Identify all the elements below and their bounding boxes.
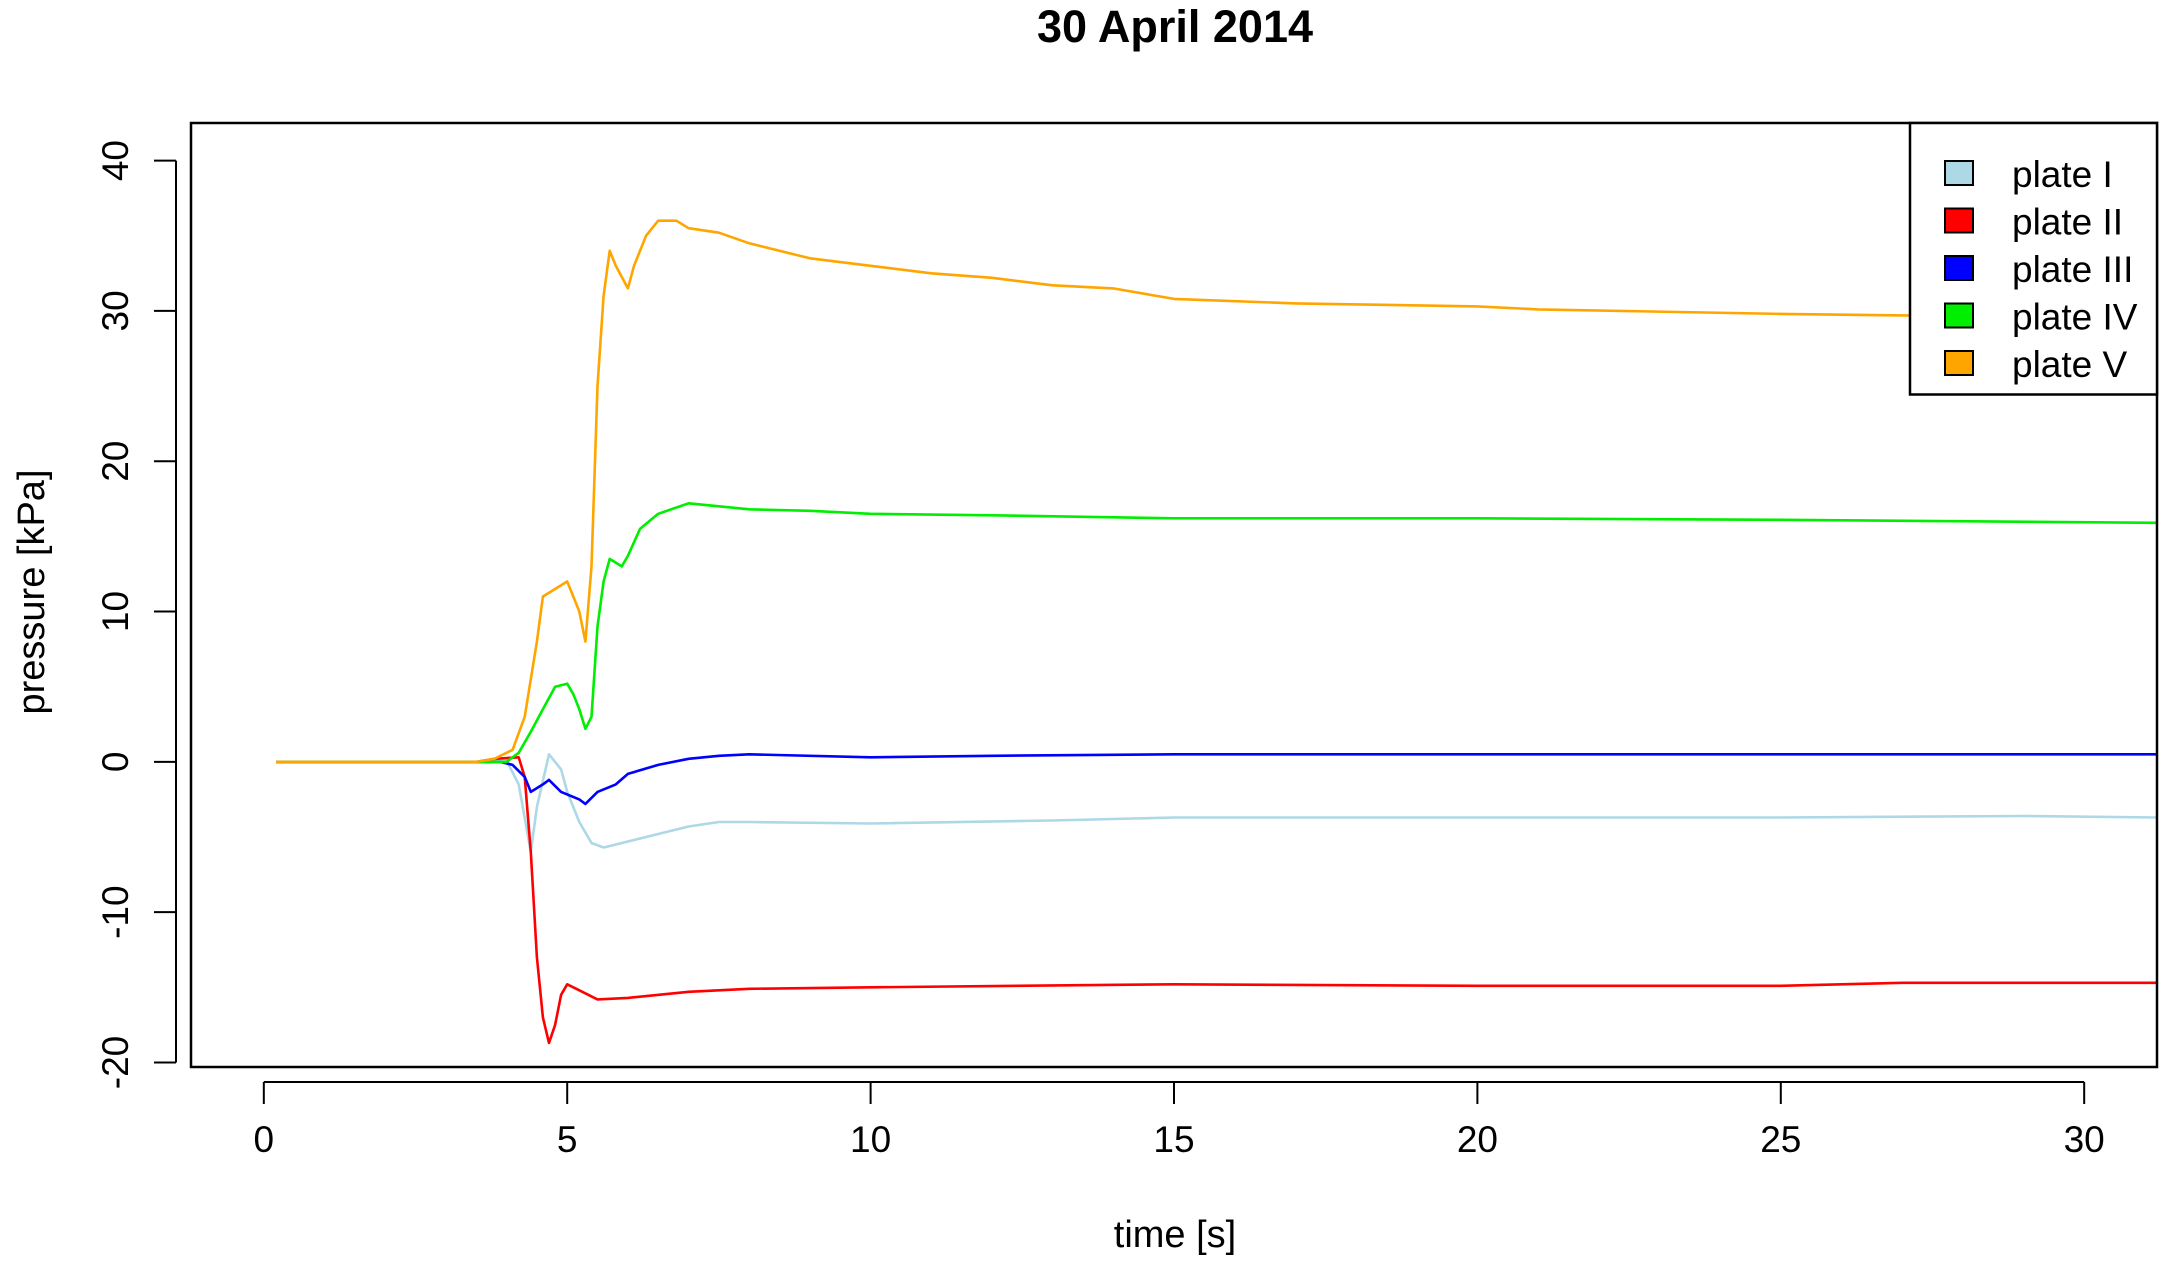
legend-label: plate V: [2012, 344, 2128, 385]
plot-frame: [189, 121, 2159, 1069]
y-tick-label: 0: [95, 752, 136, 773]
y-tick-label: 10: [95, 591, 136, 632]
y-tick-label: 40: [95, 140, 136, 181]
series-line-3: [276, 753, 2157, 806]
legend-swatch: [1944, 255, 1974, 281]
legend-label: plate III: [2012, 249, 2133, 290]
series-line-4: [276, 502, 2157, 764]
legend: plate I plate II plate III plate IV plate V: [1908, 121, 2159, 396]
x-tick-label: 30: [2064, 1119, 2105, 1160]
y-tick-label: 20: [95, 441, 136, 482]
axes-layer: 0 5 10 15 20 25 30 -20 -10 0 10 20 30 40: [95, 140, 2105, 1160]
x-tick-label: 20: [1457, 1119, 1498, 1160]
legend-swatch: [1944, 302, 1974, 329]
legend-swatch: [1944, 160, 1974, 186]
y-tick-label: -20: [95, 1036, 136, 1089]
x-tick-label: 15: [1153, 1119, 1194, 1160]
y-tick-label: -10: [95, 885, 136, 938]
series-line-2: [276, 756, 2157, 1045]
x-tick-label: 5: [557, 1119, 578, 1160]
y-tick-label: 30: [95, 290, 136, 331]
x-axis-label: time [s]: [1114, 1214, 1236, 1256]
x-tick-label: 0: [254, 1119, 275, 1160]
x-tick-label: 25: [1760, 1119, 1801, 1160]
legend-label: plate II: [2012, 202, 2123, 243]
plot-layer: [276, 219, 2157, 1045]
y-axis-label: pressure [kPa]: [11, 470, 53, 715]
chart-title: 30 April 2014: [1037, 1, 1313, 52]
legend-swatch: [1944, 207, 1974, 234]
series-line-5: [276, 219, 2157, 764]
x-tick-label: 10: [850, 1119, 891, 1160]
legend-swatch: [1944, 350, 1974, 376]
legend-label: plate IV: [2012, 297, 2138, 338]
legend-label: plate I: [2012, 154, 2113, 195]
series-line-1: [276, 753, 2157, 854]
